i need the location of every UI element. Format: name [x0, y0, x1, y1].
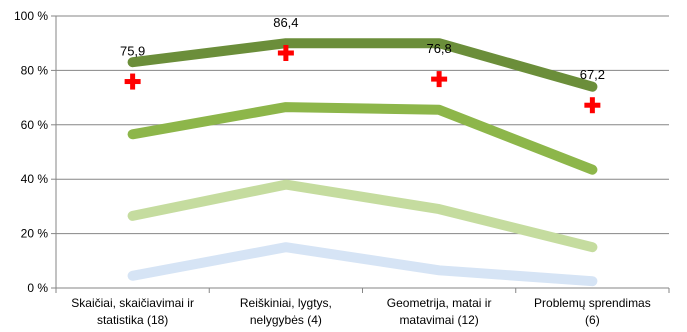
- y-tick-label: 0 %: [27, 281, 48, 295]
- marker-cross: [124, 73, 141, 90]
- series-line-1: [127, 38, 598, 92]
- series-line-3: [127, 179, 598, 253]
- y-tick-label: 100 %: [14, 9, 48, 23]
- y-tick-label: 60 %: [21, 118, 49, 132]
- y-tick-label: 20 %: [21, 227, 49, 241]
- x-tick-label: Geometrija, matai ir matavimai (12): [387, 296, 492, 327]
- x-tick-label: Skaičiai, skaičiavimai ir statistika (18): [71, 296, 194, 327]
- data-labels: 75,9 86,4 76,8 67,2: [120, 15, 605, 82]
- series-lines: [127, 38, 598, 287]
- x-tick-label: Problemų sprendimas (6): [534, 296, 651, 327]
- y-axis: 0 % 20 % 40 % 60 % 80 % 100 %: [14, 9, 57, 295]
- marker-label: 67,2: [580, 67, 605, 82]
- marker-cross: [584, 97, 601, 114]
- x-tick-label: Reiškiniai, lygtys, nelygybės (4): [240, 296, 332, 327]
- marker-label: 75,9: [120, 44, 145, 59]
- marker-label: 86,4: [273, 15, 298, 30]
- marker-cross: [431, 71, 448, 88]
- x-axis: Skaičiai, skaičiavimai ir statistika (18)…: [55, 287, 670, 327]
- series-line-2: [127, 102, 598, 175]
- marker-label: 76,8: [426, 41, 451, 56]
- marker-cross: [277, 44, 294, 61]
- y-tick-label: 40 %: [21, 172, 49, 186]
- markers: [124, 44, 601, 114]
- series-line-4: [127, 242, 598, 287]
- y-tick-label: 80 %: [21, 63, 49, 77]
